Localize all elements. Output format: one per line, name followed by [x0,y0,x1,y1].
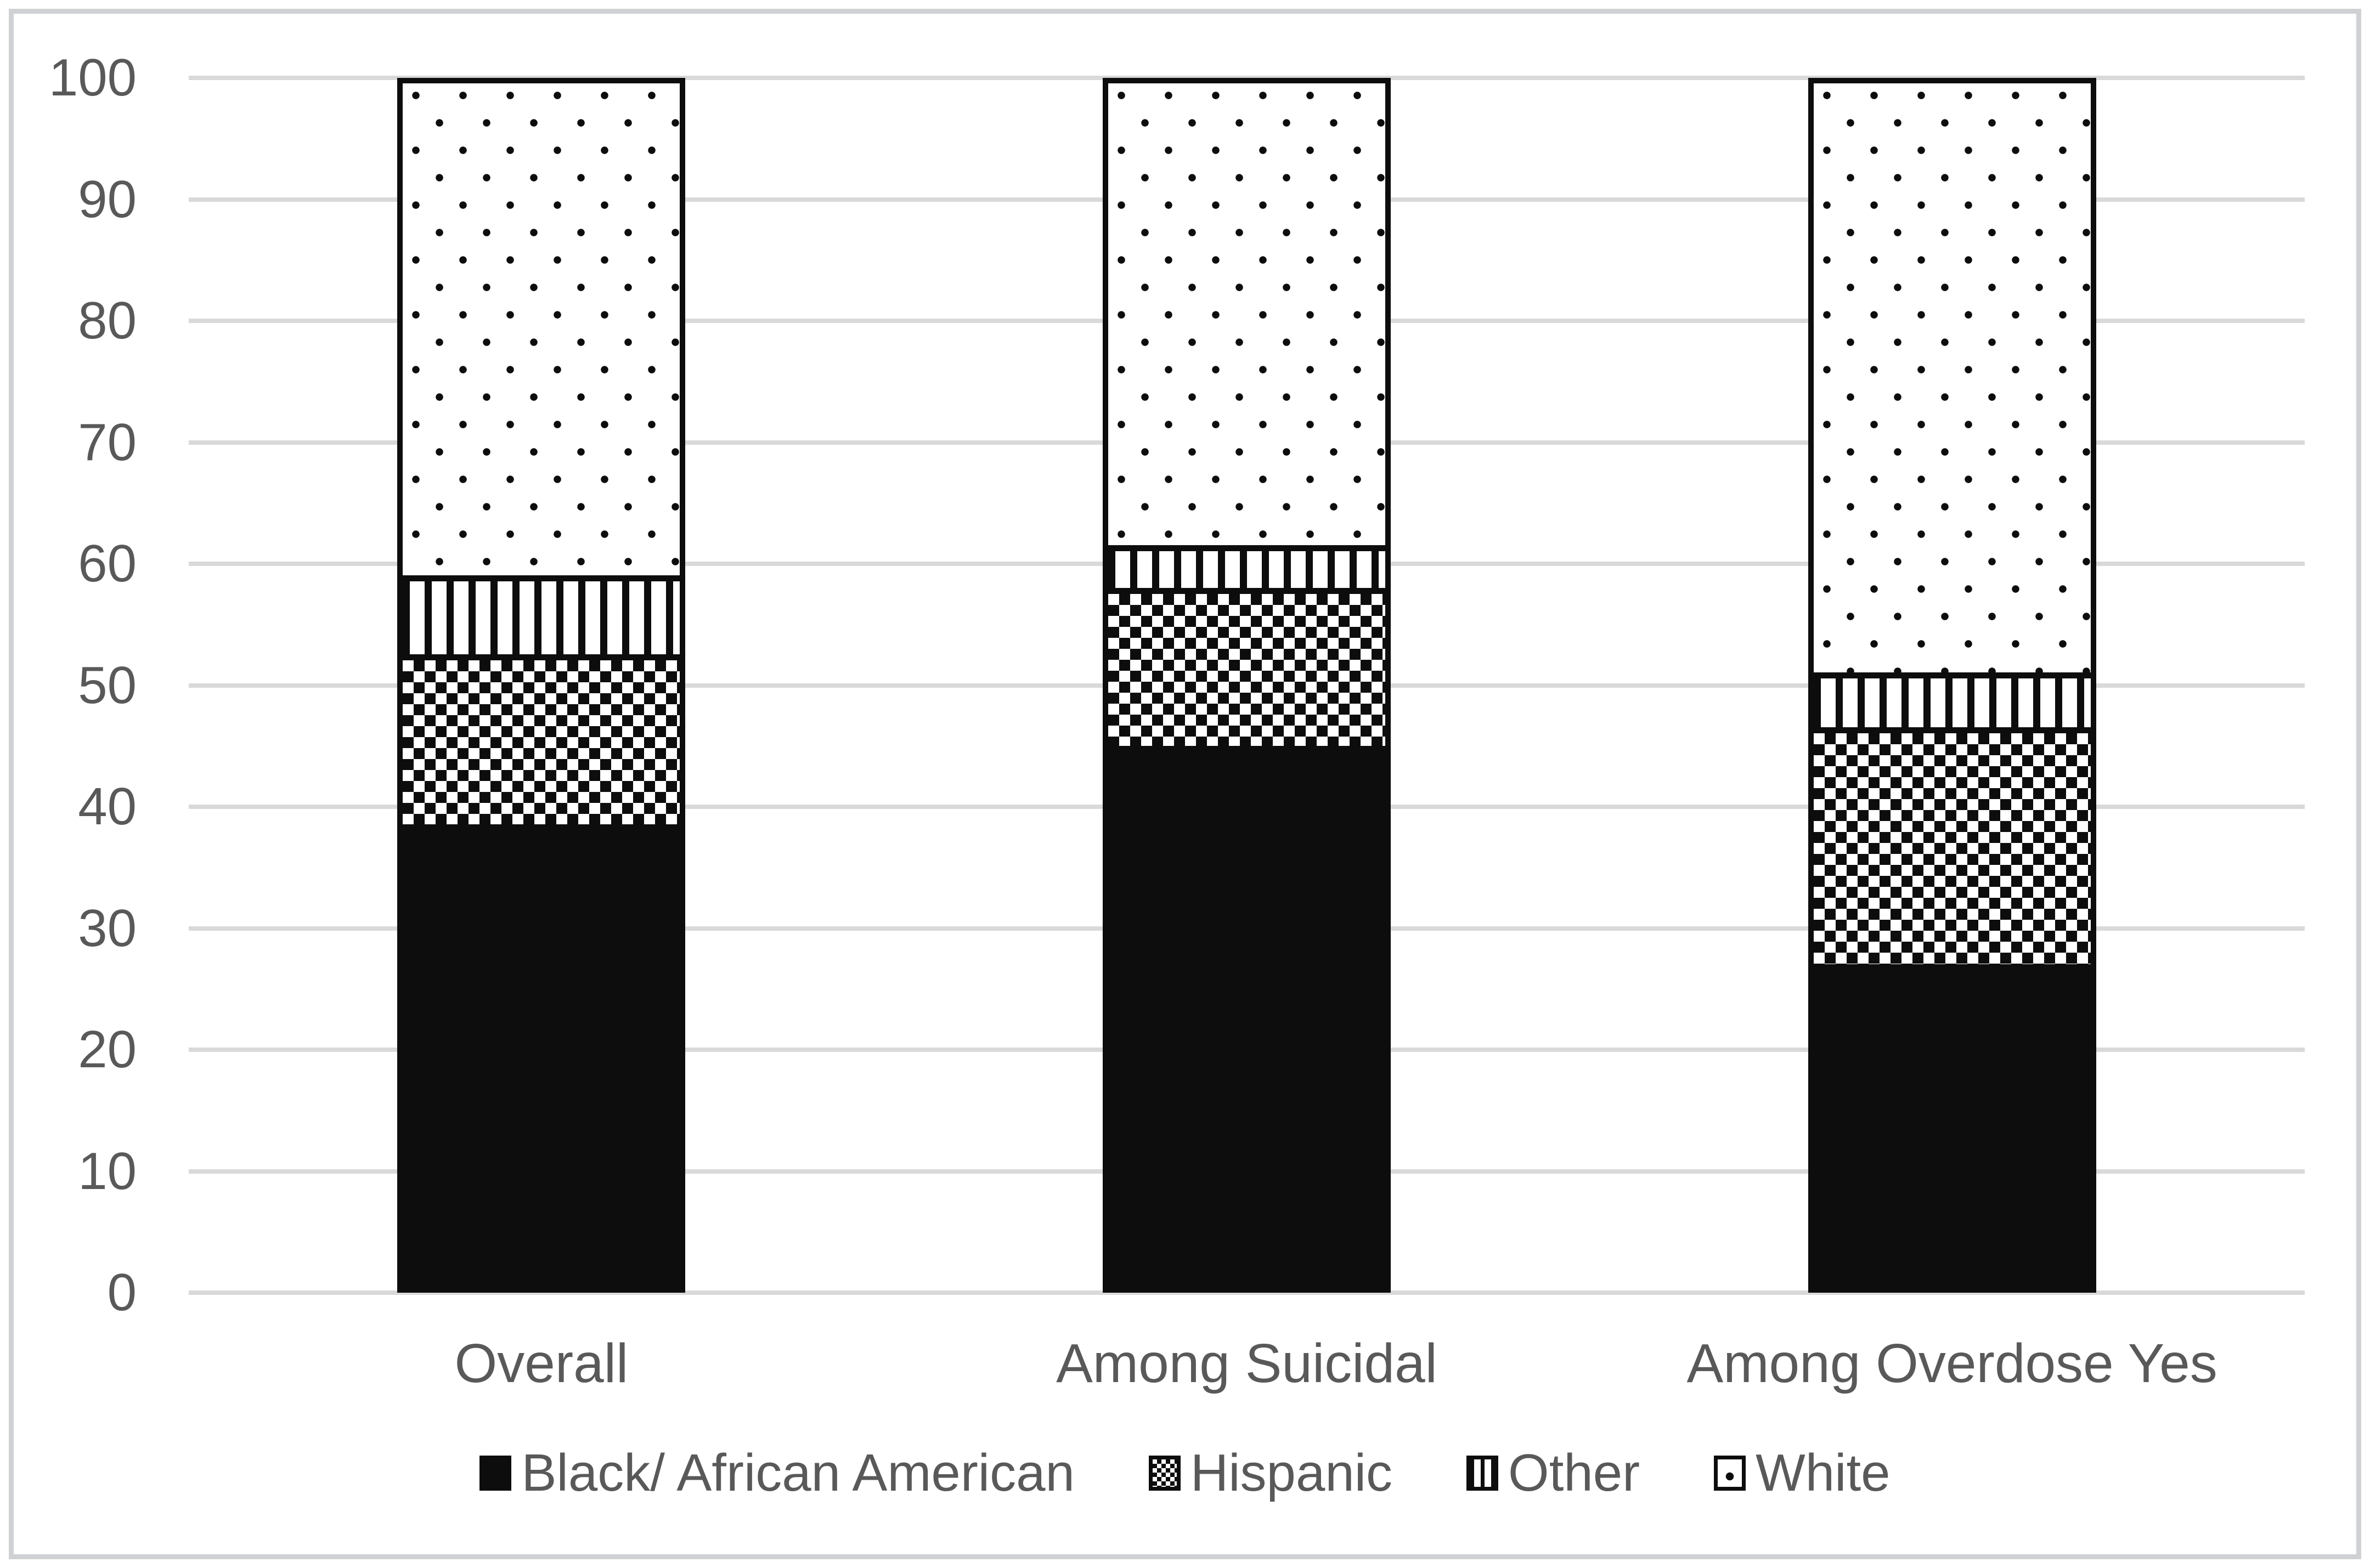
legend-item-white: White [1714,1443,1891,1503]
bar-segment-white [1108,83,1385,551]
category-label-among-overdose-yes: Among Overdose Yes [1686,1333,2217,1394]
bar-among-suicidal [1103,78,1391,1293]
y-tick-label-20: 20 [78,1020,137,1079]
y-tick-label-80: 80 [78,291,137,350]
legend-label-black-african-american: Black/ African American [521,1444,1075,1502]
bar-segment-hispanic [1108,594,1385,752]
bar-segment-black-african-american [1813,970,2091,1287]
bar-segment-black-african-american [1108,752,1385,1287]
bar-among-overdose-yes [1808,78,2096,1293]
legend-label-other: Other [1508,1444,1640,1502]
y-tick-label-60: 60 [78,534,137,593]
y-tick-label-90: 90 [78,169,137,229]
legend-swatch-vstripes-icon [1466,1456,1499,1491]
y-tick-label-100: 100 [48,48,137,107]
gridline-0 [189,1290,2305,1295]
bar-segment-hispanic [403,660,680,830]
legend-label-hispanic: Hispanic [1190,1444,1393,1502]
bar-segment-other [1108,551,1385,594]
legend-swatch-checker-icon [1148,1456,1181,1491]
y-tick-label-50: 50 [78,655,137,715]
bar-segment-white [403,83,680,581]
category-label-among-suicidal: Among Suicidal [1056,1333,1437,1394]
chart-legend: Black/ African American Hispanic Other Whit… [14,1443,2356,1503]
legend-item-other: Other [1466,1443,1640,1503]
legend-label-white: White [1756,1444,1891,1502]
y-tick-label-40: 40 [78,777,137,836]
bar-overall [397,78,686,1293]
chart-border-frame: 0 10 20 30 40 50 60 70 80 90 100 Overall Among Suic… [9,9,2361,1559]
bar-segment-hispanic [1813,733,2091,970]
bar-segment-black-african-american [403,830,680,1287]
category-label-overall: Overall [454,1333,629,1394]
legend-swatch-dots-icon [1714,1456,1746,1491]
legend-swatch-solid-icon [479,1456,512,1491]
bar-segment-white [1813,83,2091,678]
y-tick-label-70: 70 [78,412,137,472]
bar-segment-other [1813,678,2091,733]
y-tick-label-30: 30 [78,898,137,958]
y-tick-label-10: 10 [78,1141,137,1201]
bar-segment-other [403,581,680,660]
legend-item-black-african-american: Black/ African American [479,1443,1075,1503]
legend-item-hispanic: Hispanic [1148,1443,1393,1503]
y-tick-label-0: 0 [107,1263,137,1322]
